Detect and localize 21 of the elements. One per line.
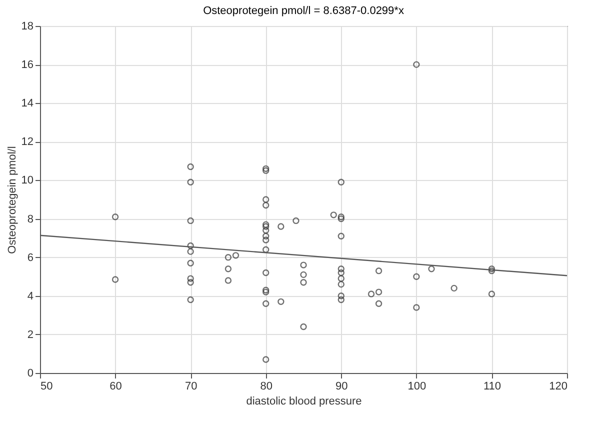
y-tick-label: 0 bbox=[27, 368, 34, 380]
y-tick-label: 4 bbox=[27, 290, 34, 302]
x-axis-title: diastolic blood pressure bbox=[246, 396, 362, 408]
y-tick-label: 18 bbox=[21, 20, 34, 32]
y-tick-label: 16 bbox=[21, 59, 34, 72]
y-tick-label: 8 bbox=[27, 213, 34, 226]
x-tick-label: 100 bbox=[408, 380, 426, 392]
y-tick-label: 10 bbox=[21, 174, 34, 187]
x-tick-label: 60 bbox=[110, 380, 122, 392]
chart-title: Osteoprotegein pmol/l = 8.6387-0.0299*x bbox=[203, 5, 404, 17]
x-tick-label: 90 bbox=[336, 380, 348, 392]
x-tick-label: 120 bbox=[549, 380, 568, 392]
y-tick-label: 14 bbox=[21, 98, 34, 110]
y-axis-title: Osteoprotegein pmol/l bbox=[6, 146, 18, 254]
x-tick-label: 110 bbox=[483, 380, 501, 392]
y-tick-label: 6 bbox=[27, 252, 34, 264]
y-tick-label: 2 bbox=[27, 328, 34, 341]
x-tick-label: 80 bbox=[260, 380, 272, 392]
y-tick-label: 12 bbox=[21, 136, 34, 148]
x-tick-label: 50 bbox=[40, 380, 53, 392]
x-tick-label: 70 bbox=[184, 380, 198, 392]
